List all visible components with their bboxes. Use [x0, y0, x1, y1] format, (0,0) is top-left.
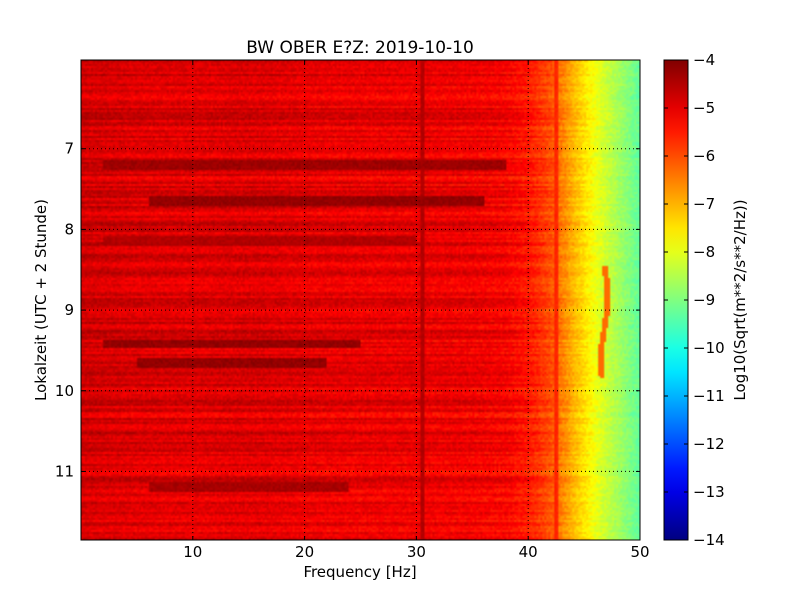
chart-title: BW OBER E?Z: 2019-10-10 [246, 38, 474, 58]
grid-lines [81, 60, 640, 540]
colorbar-tick-label: −9 [693, 291, 715, 309]
y-tick-label: 11 [55, 462, 74, 480]
x-axis-label: Frequency [Hz] [303, 563, 416, 581]
colorbar-tick-label: −11 [693, 387, 725, 405]
y-tick-label: 9 [64, 301, 74, 319]
colorbar-tick-label: −8 [693, 243, 715, 261]
x-tick-label: 10 [183, 543, 202, 561]
y-axis-label: Lokalzeit (UTC + 2 Stunde) [32, 199, 50, 401]
colorbar-tick-label: −12 [693, 435, 725, 453]
spectrogram-plot-area: 10 20 30 40 50 7 8 9 10 11 [55, 59, 650, 561]
colorbar-ticks: −4 −5 −6 −7 −8 −9 −10 −11 −12 −13 −14 [664, 51, 725, 549]
plot-frame [80, 59, 641, 541]
colorbar-tick-label: −5 [693, 99, 715, 117]
y-tick-label: 10 [55, 382, 74, 400]
x-tick-label: 40 [519, 543, 538, 561]
y-tick-label: 7 [64, 140, 74, 158]
x-axis-ticks: 10 20 30 40 50 [183, 60, 650, 561]
colorbar-tick-label: −6 [693, 147, 715, 165]
spectrogram-heatmap [81, 60, 640, 540]
colorbar-label: Log10(Sqrt(m**2/s**2/Hz)) [731, 199, 749, 400]
colorbar-tick-label: −7 [693, 195, 715, 213]
y-axis-ticks: 7 8 9 10 11 [55, 140, 640, 480]
colorbar-tick-label: −14 [693, 531, 725, 549]
y-tick-label: 8 [64, 220, 74, 238]
colorbar-tick-label: −4 [693, 51, 715, 69]
x-tick-label: 20 [295, 543, 314, 561]
colorbar-tick-label: −10 [693, 339, 725, 357]
x-tick-label: 30 [407, 543, 426, 561]
colorbar: −4 −5 −6 −7 −8 −9 −10 −11 −12 −13 −14 [663, 51, 725, 549]
colorbar-tick-label: −13 [693, 483, 725, 501]
x-tick-label: 50 [630, 543, 649, 561]
